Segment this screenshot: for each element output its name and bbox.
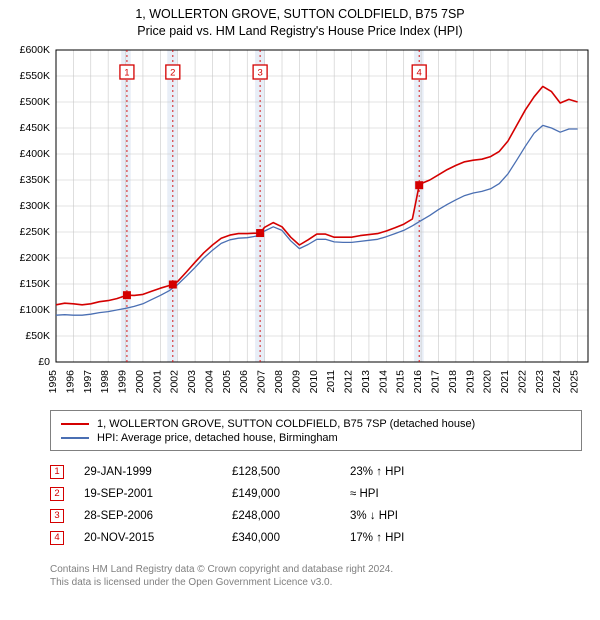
svg-text:2016: 2016 — [412, 370, 424, 394]
svg-text:2021: 2021 — [499, 370, 511, 394]
footer: Contains HM Land Registry data © Crown c… — [50, 563, 582, 590]
svg-text:2018: 2018 — [447, 370, 459, 394]
svg-text:£550K: £550K — [20, 70, 50, 82]
legend: 1, WOLLERTON GROVE, SUTTON COLDFIELD, B7… — [50, 410, 582, 451]
transaction-price: £128,500 — [232, 466, 350, 478]
transaction-marker: 2 — [50, 487, 64, 501]
svg-text:£200K: £200K — [20, 252, 50, 264]
transaction-date: 29-JAN-1999 — [84, 466, 232, 478]
legend-label: HPI: Average price, detached house, Birm… — [97, 432, 338, 444]
transaction-price: £248,000 — [232, 510, 350, 522]
chart-title-line1: 1, WOLLERTON GROVE, SUTTON COLDFIELD, B7… — [0, 6, 600, 23]
svg-text:2014: 2014 — [377, 370, 389, 394]
transaction-marker: 4 — [50, 531, 64, 545]
svg-text:1999: 1999 — [117, 370, 129, 394]
svg-text:2008: 2008 — [273, 370, 285, 394]
transaction-marker: 1 — [50, 465, 64, 479]
transaction-row: 1 29-JAN-1999£128,50023% ↑ HPI — [50, 461, 582, 483]
svg-text:2020: 2020 — [482, 370, 494, 394]
svg-text:£600K: £600K — [20, 44, 50, 56]
svg-text:2023: 2023 — [534, 370, 546, 394]
svg-text:2017: 2017 — [429, 370, 441, 394]
svg-text:2005: 2005 — [221, 370, 233, 394]
svg-text:3: 3 — [257, 67, 262, 78]
footer-line1: Contains HM Land Registry data © Crown c… — [50, 563, 582, 577]
svg-text:£150K: £150K — [20, 278, 50, 290]
svg-text:2022: 2022 — [516, 370, 528, 394]
svg-text:2: 2 — [170, 67, 175, 78]
svg-text:£300K: £300K — [20, 200, 50, 212]
svg-text:£100K: £100K — [20, 304, 50, 316]
transaction-row: 3 28-SEP-2006£248,0003% ↓ HPI — [50, 505, 582, 527]
transactions-table: 1 29-JAN-1999£128,50023% ↑ HPI 2 19-SEP-200… — [50, 461, 582, 549]
transaction-price: £149,000 — [232, 488, 350, 500]
chart-svg: £0 £50K £100K £150K £200K £250K £300K £350K £400… — [0, 42, 600, 402]
svg-text:£250K: £250K — [20, 226, 50, 238]
page: 1, WOLLERTON GROVE, SUTTON COLDFIELD, B7… — [0, 0, 600, 590]
svg-text:£50K: £50K — [25, 330, 50, 342]
svg-text:2006: 2006 — [238, 370, 250, 394]
svg-text:2013: 2013 — [360, 370, 372, 394]
svg-text:1997: 1997 — [82, 370, 94, 394]
svg-text:2000: 2000 — [134, 370, 146, 394]
transaction-delta: ≈ HPI — [350, 488, 379, 500]
transaction-price: £340,000 — [232, 532, 350, 544]
svg-text:2024: 2024 — [551, 370, 563, 394]
svg-text:2003: 2003 — [186, 370, 198, 394]
svg-text:1: 1 — [124, 67, 129, 78]
svg-text:2009: 2009 — [290, 370, 302, 394]
svg-text:1998: 1998 — [99, 370, 111, 394]
svg-text:£500K: £500K — [20, 96, 50, 108]
transaction-row: 4 20-NOV-2015£340,00017% ↑ HPI — [50, 527, 582, 549]
svg-text:2010: 2010 — [308, 370, 320, 394]
svg-text:4: 4 — [417, 67, 422, 78]
transaction-delta: 3% ↓ HPI — [350, 510, 398, 522]
transaction-date: 19-SEP-2001 — [84, 488, 232, 500]
svg-text:2007: 2007 — [256, 370, 268, 394]
chart-title-line2: Price paid vs. HM Land Registry's House … — [0, 23, 600, 40]
svg-text:£0: £0 — [38, 356, 50, 368]
legend-item: HPI: Average price, detached house, Birm… — [61, 431, 571, 445]
transaction-row: 2 19-SEP-2001£149,000≈ HPI — [50, 483, 582, 505]
svg-text:2011: 2011 — [325, 370, 337, 393]
svg-text:2025: 2025 — [569, 370, 581, 394]
legend-swatch — [61, 437, 89, 439]
transaction-date: 20-NOV-2015 — [84, 532, 232, 544]
transaction-date: 28-SEP-2006 — [84, 510, 232, 522]
svg-text:2012: 2012 — [343, 370, 355, 394]
svg-text:1995: 1995 — [47, 370, 59, 394]
price-chart: £0 £50K £100K £150K £200K £250K £300K £350K £400… — [0, 42, 600, 402]
legend-item: 1, WOLLERTON GROVE, SUTTON COLDFIELD, B7… — [61, 417, 571, 431]
svg-text:£450K: £450K — [20, 122, 50, 134]
transaction-delta: 17% ↑ HPI — [350, 532, 404, 544]
svg-text:2001: 2001 — [151, 370, 163, 394]
svg-text:2015: 2015 — [395, 370, 407, 394]
svg-text:£350K: £350K — [20, 174, 50, 186]
svg-text:£400K: £400K — [20, 148, 50, 160]
svg-text:2019: 2019 — [464, 370, 476, 394]
transaction-marker: 3 — [50, 509, 64, 523]
transaction-delta: 23% ↑ HPI — [350, 466, 404, 478]
footer-line2: This data is licensed under the Open Gov… — [50, 576, 582, 590]
chart-title-block: 1, WOLLERTON GROVE, SUTTON COLDFIELD, B7… — [0, 0, 600, 42]
legend-swatch — [61, 423, 89, 425]
legend-label: 1, WOLLERTON GROVE, SUTTON COLDFIELD, B7… — [97, 418, 475, 430]
svg-text:1996: 1996 — [64, 370, 76, 394]
svg-text:2004: 2004 — [203, 370, 215, 394]
svg-text:2002: 2002 — [169, 370, 181, 394]
